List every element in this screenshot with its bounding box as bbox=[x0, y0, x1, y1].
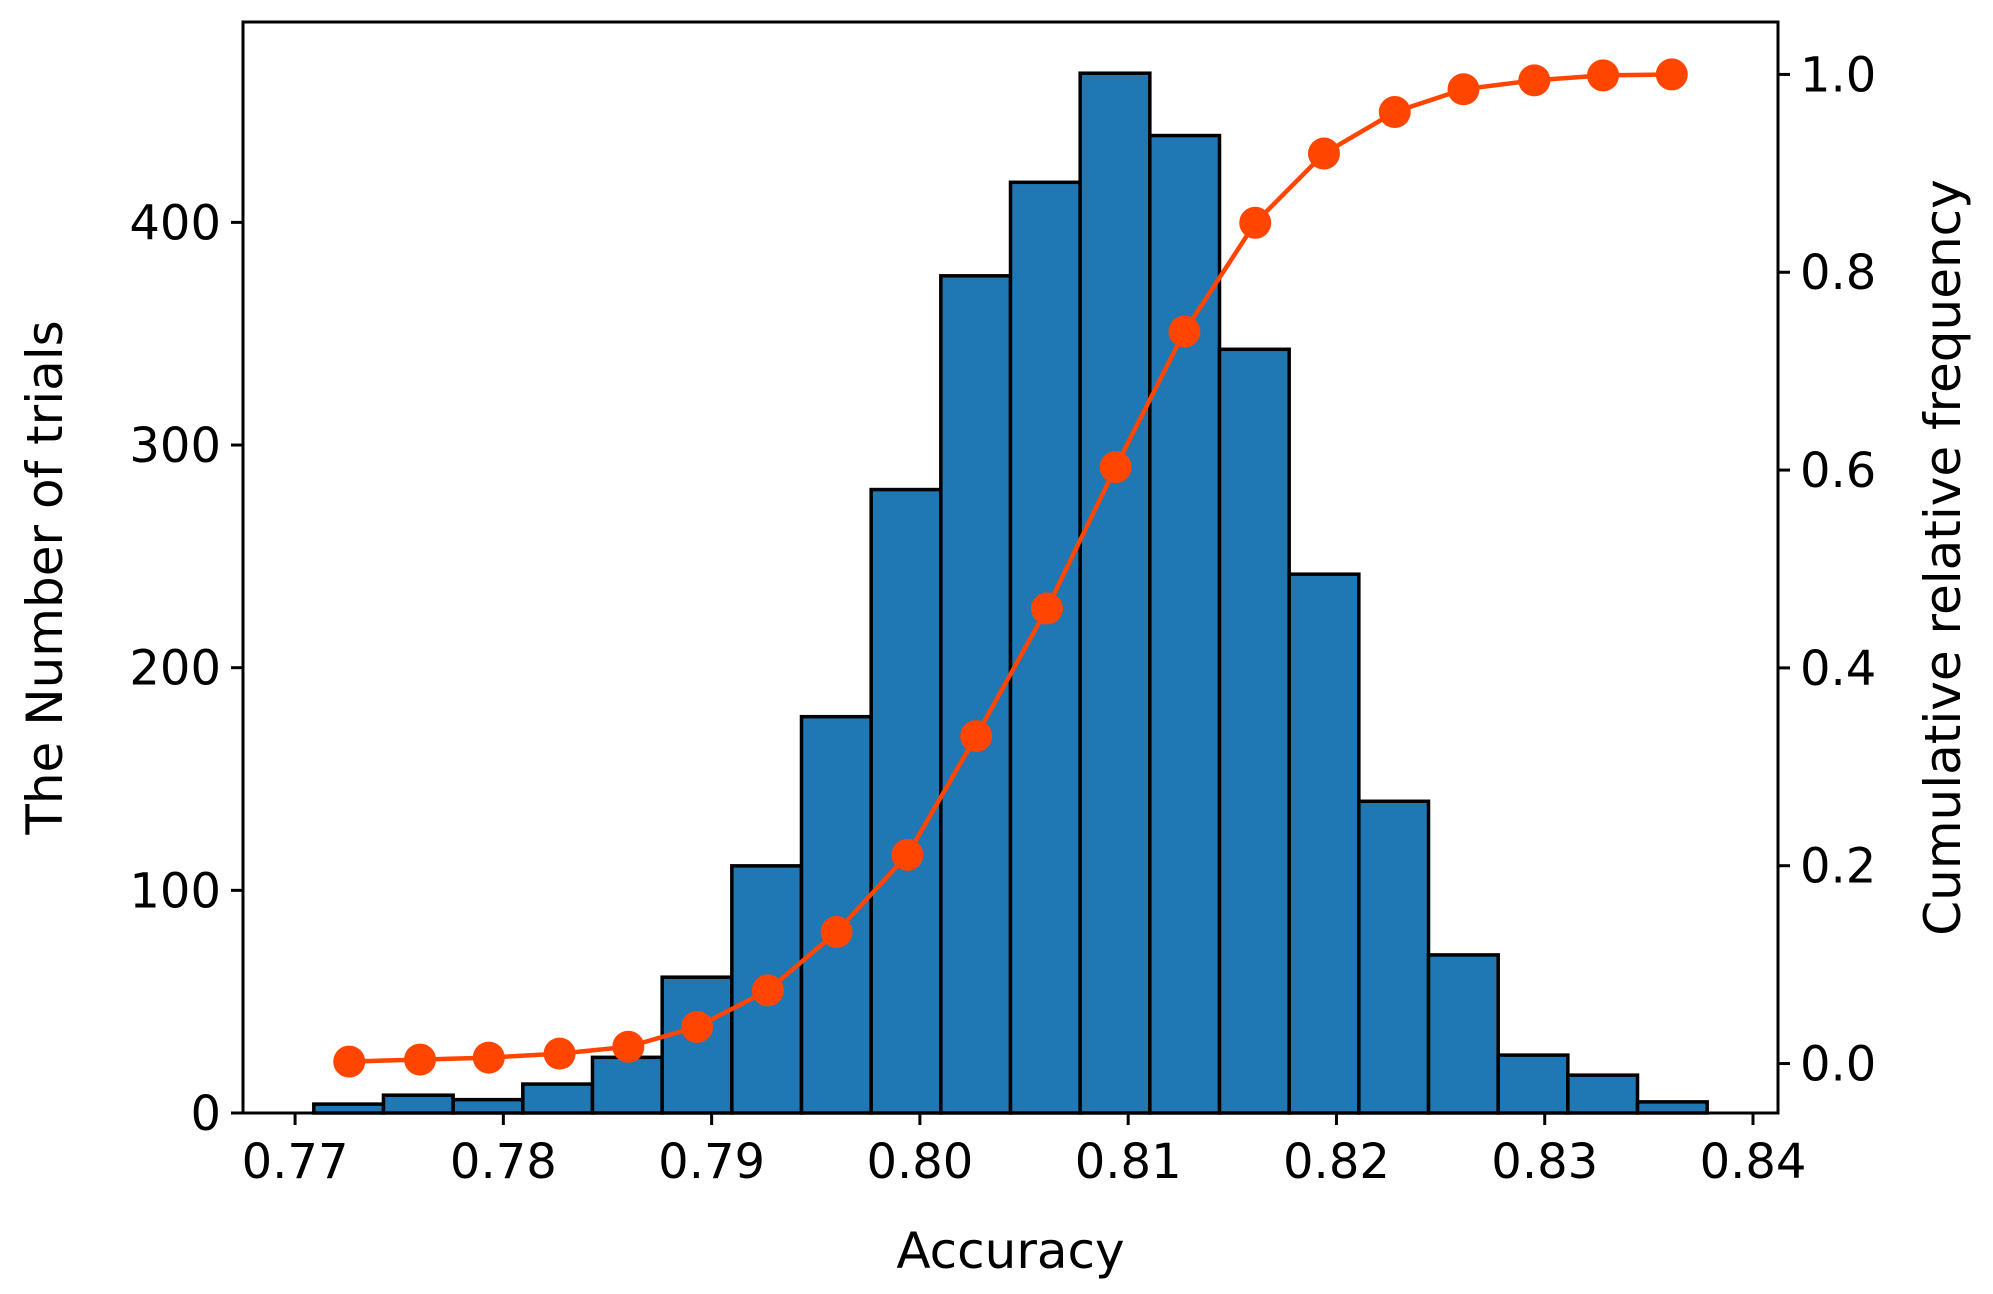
y2-axis-label: Cumulative relative frequency bbox=[1914, 179, 1972, 936]
histogram-bar bbox=[1078, 71, 1152, 1115]
y2-tick-label: 0.2 bbox=[1800, 839, 1876, 895]
cumulative-point bbox=[1447, 73, 1480, 106]
x-tick-label: 0.82 bbox=[1283, 1134, 1390, 1190]
plot-frame bbox=[241, 20, 1780, 1115]
histogram-bar bbox=[1008, 180, 1082, 1115]
y-tick-label: 100 bbox=[129, 863, 221, 919]
cumulative-point bbox=[1307, 137, 1340, 170]
axes: 0.77 0.78 0.79 0.80 0.81 0.82 0.83 0.84 0 100 200 3… bbox=[129, 47, 1876, 1190]
histogram-bar bbox=[799, 714, 873, 1115]
y-axis-label: The Number of trials bbox=[16, 320, 74, 835]
cumulative-point bbox=[751, 974, 784, 1007]
cumulative-point bbox=[612, 1030, 645, 1063]
cumulative-point bbox=[891, 838, 924, 871]
y-tick-label: 400 bbox=[129, 195, 221, 251]
histogram-bar bbox=[660, 975, 734, 1115]
histogram-bar bbox=[869, 487, 943, 1115]
x-tick-label: 0.79 bbox=[658, 1134, 765, 1190]
cumulative-point bbox=[1168, 315, 1201, 348]
histogram-bars bbox=[312, 71, 1709, 1115]
histogram-bar bbox=[521, 1082, 595, 1115]
histogram-bar bbox=[1217, 347, 1291, 1115]
histogram-bar bbox=[590, 1055, 664, 1115]
cumulative-point bbox=[681, 1010, 714, 1043]
cumulative-point bbox=[543, 1037, 576, 1070]
histogram-bar bbox=[381, 1093, 455, 1115]
cumulative-point bbox=[472, 1041, 505, 1074]
y-tick-label: 300 bbox=[129, 418, 221, 474]
cumulative-line bbox=[333, 58, 1688, 1078]
histogram-bar bbox=[451, 1097, 525, 1115]
y2-tick-label: 0.6 bbox=[1800, 443, 1876, 499]
cumulative-point bbox=[820, 915, 853, 948]
cumulative-point bbox=[333, 1045, 366, 1078]
x-tick-label: 0.77 bbox=[242, 1134, 349, 1190]
histogram-bar bbox=[1357, 799, 1431, 1115]
cumulative-point bbox=[1030, 592, 1063, 625]
y-tick-label: 200 bbox=[129, 641, 221, 697]
histogram-bar bbox=[1496, 1053, 1570, 1115]
x-tick-label: 0.83 bbox=[1491, 1134, 1598, 1190]
cumulative-point bbox=[1518, 64, 1551, 97]
histogram-bar bbox=[1426, 953, 1500, 1115]
cumulative-point bbox=[1655, 58, 1688, 91]
cumulative-point bbox=[1378, 96, 1411, 129]
cumulative-point bbox=[1587, 59, 1620, 92]
x-tick-label: 0.78 bbox=[450, 1134, 557, 1190]
y2-tick-label: 1.0 bbox=[1800, 47, 1876, 103]
cumulative-point bbox=[1099, 451, 1132, 484]
x-tick-label: 0.80 bbox=[866, 1134, 973, 1190]
histogram-bar bbox=[1287, 572, 1361, 1115]
histogram-bar bbox=[1635, 1100, 1709, 1115]
y2-tick-label: 0.4 bbox=[1800, 641, 1876, 697]
x-axis-label: Accuracy bbox=[896, 1222, 1124, 1280]
x-tick-label: 0.81 bbox=[1075, 1134, 1182, 1190]
y-tick-label: 0 bbox=[190, 1086, 221, 1142]
cumulative-point bbox=[404, 1043, 437, 1076]
histogram-bar bbox=[1148, 133, 1222, 1115]
histogram-bar bbox=[1566, 1073, 1640, 1115]
x-tick-label: 0.84 bbox=[1700, 1134, 1807, 1190]
cumulative-point bbox=[960, 720, 993, 753]
y2-tick-label: 0.8 bbox=[1800, 245, 1876, 301]
y2-tick-label: 0.0 bbox=[1800, 1037, 1876, 1093]
cumulative-point bbox=[1239, 206, 1272, 239]
